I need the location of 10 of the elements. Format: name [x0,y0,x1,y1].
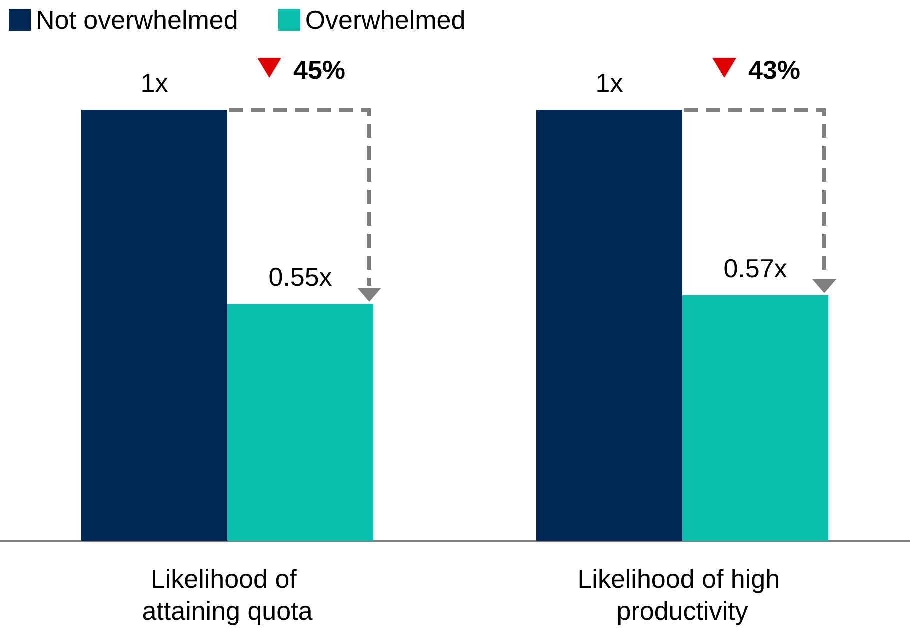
text: 45% [294,55,346,85]
x-tick-label: Likelihood of attaining quota [142,564,314,626]
data-label: 1x [596,68,624,98]
text: 43% [748,55,801,85]
data-label: 1x [140,68,168,98]
legend-label: Overwhelmed [305,5,466,35]
data-label: 0.55x [268,262,332,292]
legend-label: Not overwhelmed [36,5,238,35]
x-tick-label: Likelihood of high productivity [578,564,788,626]
data-label: 0.57x [724,253,788,284]
